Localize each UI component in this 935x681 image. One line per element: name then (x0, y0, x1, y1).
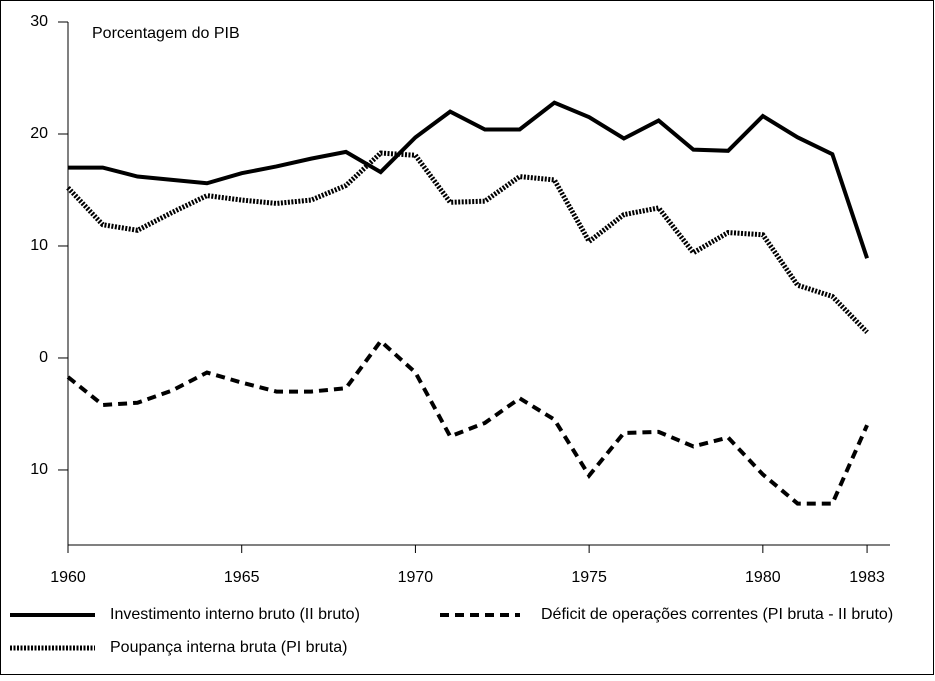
series-line (66, 338, 869, 506)
x-tick-label: 1980 (745, 569, 781, 586)
x-tick-label: 1983 (849, 569, 885, 586)
y-tick-label: 10 (30, 461, 48, 478)
y-tick-label: 0 (39, 349, 48, 366)
x-tick-label: 1975 (571, 569, 607, 586)
y-tick-label: 20 (30, 125, 48, 142)
x-tick-label: 1965 (224, 569, 260, 586)
y-tick-label: 10 (30, 237, 48, 254)
legend-label: Déficit de operações correntes (PI bruta… (541, 606, 893, 623)
legend-label: Investimento interno bruto (II bruto) (110, 606, 360, 623)
x-tick-label: 1960 (50, 569, 86, 586)
x-tick-label: 1970 (398, 569, 434, 586)
y-axis-label: Porcentagem do PIB (92, 25, 240, 42)
y-tick-label: 30 (30, 13, 48, 30)
legend-label: Poupança interna bruta (PI bruta) (110, 639, 347, 656)
series-line (68, 100, 869, 259)
